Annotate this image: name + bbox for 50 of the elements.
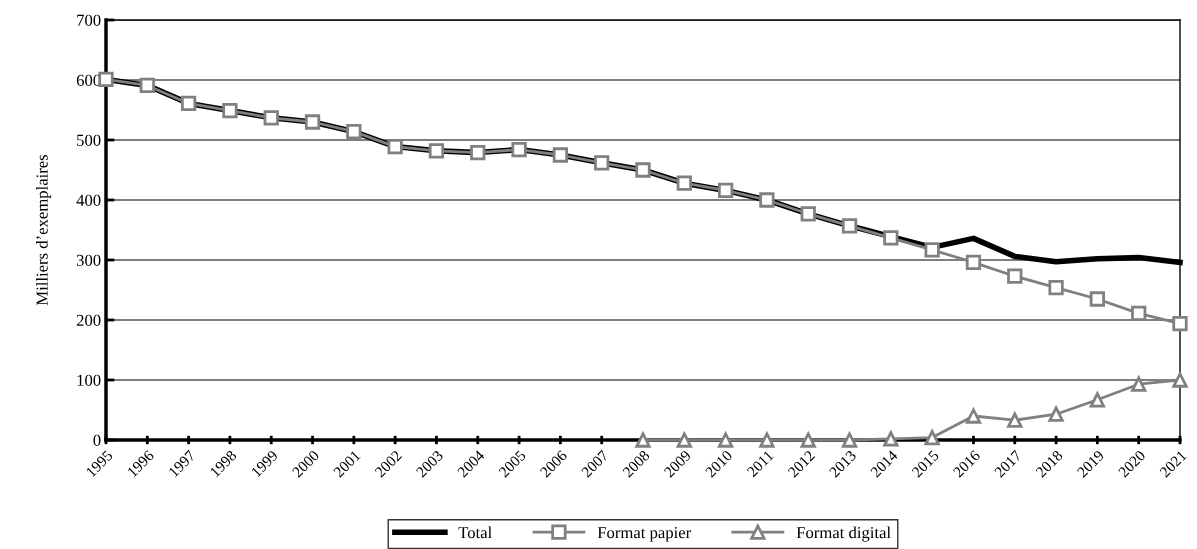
point <box>139 77 155 94</box>
point <box>965 408 982 424</box>
point <box>1172 372 1188 388</box>
point <box>635 432 651 448</box>
point <box>841 218 858 234</box>
point <box>717 182 734 199</box>
point <box>883 431 899 447</box>
point <box>470 144 486 161</box>
point <box>552 147 569 163</box>
point <box>1089 291 1106 307</box>
point <box>511 141 527 158</box>
y-axis-title: Milliers d’exemplaires <box>36 154 52 306</box>
y-tick-label: 400 <box>76 194 101 206</box>
point <box>759 192 775 208</box>
point <box>800 432 816 448</box>
point <box>676 175 692 191</box>
y-tick-label: 0 <box>93 434 101 446</box>
point <box>594 155 610 171</box>
y-tick-label: 300 <box>76 254 101 266</box>
legend-label: Format papier <box>597 527 692 542</box>
point <box>1048 406 1064 422</box>
point <box>180 95 197 112</box>
point <box>676 432 692 448</box>
point <box>924 242 940 258</box>
point <box>800 206 816 222</box>
point <box>1089 392 1106 408</box>
y-tick-label: 500 <box>77 134 101 146</box>
legend-label: Total <box>458 526 492 539</box>
point <box>924 429 940 446</box>
point <box>1048 279 1064 296</box>
point <box>1007 412 1023 428</box>
legend-label: Format digital <box>796 526 891 542</box>
point <box>222 102 238 119</box>
point <box>717 432 734 448</box>
y-tick-label: 700 <box>77 14 101 26</box>
y-tick-label: 200 <box>76 314 101 326</box>
point <box>759 432 775 448</box>
point <box>98 71 114 88</box>
point <box>428 143 445 159</box>
point <box>883 230 899 246</box>
point <box>635 162 651 178</box>
y-tick-label: 100 <box>77 374 101 386</box>
point <box>1007 268 1023 284</box>
point <box>263 110 279 126</box>
point <box>304 114 321 130</box>
point <box>965 254 982 271</box>
point <box>1172 315 1188 332</box>
point <box>387 138 403 155</box>
point <box>841 432 858 448</box>
point <box>346 123 362 140</box>
